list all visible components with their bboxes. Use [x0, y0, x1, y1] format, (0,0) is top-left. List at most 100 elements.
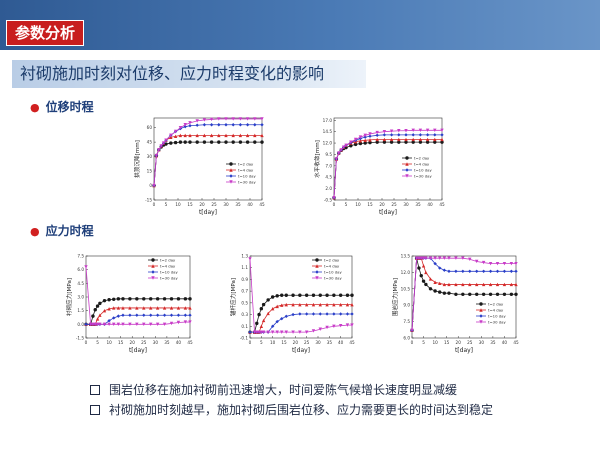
data-point	[162, 313, 167, 317]
data-point	[325, 312, 329, 316]
data-point	[202, 140, 207, 144]
data-point	[368, 132, 372, 136]
data-point	[338, 302, 343, 307]
data-point	[284, 302, 288, 307]
y-tick-label: 17.0	[323, 118, 333, 123]
x-tick-label: 40	[338, 340, 344, 345]
data-point	[291, 302, 295, 307]
data-point	[433, 289, 437, 293]
data-point	[231, 133, 235, 138]
data-point	[188, 133, 192, 138]
data-point	[217, 123, 221, 127]
data-point	[173, 140, 178, 145]
y-tick-label: -15	[145, 198, 152, 203]
data-point	[442, 256, 447, 260]
x-tick-label: 25	[391, 202, 397, 207]
data-point	[318, 312, 322, 316]
data-point	[162, 297, 167, 301]
data-point	[142, 322, 146, 327]
data-point	[389, 129, 394, 133]
data-point	[93, 308, 97, 312]
data-point	[425, 140, 430, 144]
data-point	[252, 330, 257, 334]
data-point	[149, 322, 153, 327]
data-point	[188, 320, 192, 324]
x-tick-label: 0	[153, 202, 156, 207]
data-point	[461, 269, 465, 274]
section-displacement-label: 位移时程	[45, 100, 94, 114]
x-tick-label: 20	[456, 340, 462, 345]
data-point	[255, 321, 259, 326]
bullet-dot-icon: ●	[30, 225, 40, 238]
bullet-dot-icon: ●	[30, 101, 40, 114]
legend-marker	[151, 258, 155, 262]
y-tick-label: 14.5	[323, 129, 333, 134]
x-tick-label: 45	[349, 340, 355, 345]
data-point	[149, 297, 153, 301]
data-point	[438, 266, 442, 270]
data-point	[298, 330, 302, 334]
chart-horizontal-convergence: 0 5 10 15 20 25 30 35 40 45 -0.5 2.0 4.5 7.0 9.5 12.0 14…	[313, 117, 445, 216]
legend-entry: t=4 day	[160, 264, 176, 269]
data-point	[382, 137, 387, 142]
data-point	[488, 269, 493, 274]
data-point	[344, 143, 348, 148]
x-tick-label: 5	[422, 340, 425, 345]
data-point	[161, 141, 166, 145]
data-point	[121, 322, 125, 327]
data-point	[345, 293, 350, 297]
data-point	[382, 133, 387, 137]
data-point	[169, 306, 174, 310]
data-point	[270, 295, 275, 299]
x-tick-label: 0	[85, 340, 88, 345]
legend-marker	[229, 168, 233, 172]
data-point	[169, 135, 173, 139]
data-point	[255, 330, 259, 334]
y-tick-label: 1.1	[241, 265, 248, 270]
data-point	[91, 322, 95, 327]
data-point	[502, 269, 507, 274]
x-tick-label: 10	[106, 340, 112, 345]
data-point	[382, 129, 387, 134]
data-point	[280, 330, 284, 334]
data-point	[461, 292, 465, 296]
x-axis-label: t[day]	[129, 347, 147, 354]
y-tick-label: 0.9	[241, 277, 248, 282]
data-point	[238, 117, 243, 121]
y-tick-label: 1.5	[77, 308, 84, 313]
data-point	[440, 137, 444, 142]
data-point	[298, 293, 302, 297]
data-point	[488, 292, 493, 296]
data-point	[298, 302, 302, 307]
data-point	[442, 282, 447, 287]
data-point	[142, 306, 146, 310]
x-tick-label: 30	[479, 340, 485, 345]
data-point	[433, 137, 437, 142]
x-tick-label: 40	[502, 340, 508, 345]
data-point	[440, 140, 444, 144]
x-axis-label: t[day]	[292, 347, 310, 354]
x-tick-label: 35	[235, 202, 241, 207]
data-point	[514, 269, 518, 274]
series-2	[248, 302, 354, 334]
series-line	[250, 313, 352, 333]
x-tick-label: 10	[175, 202, 181, 207]
data-point	[169, 297, 174, 301]
data-point	[419, 273, 423, 278]
legend-marker	[229, 174, 233, 178]
data-point	[202, 123, 207, 127]
data-point	[248, 257, 252, 261]
series-4	[152, 117, 264, 188]
legend-entry: t=30 day	[160, 276, 178, 281]
y-tick-label: -0.1	[240, 336, 249, 341]
x-tick-label: 25	[211, 202, 217, 207]
data-point	[259, 307, 264, 311]
data-point	[304, 312, 309, 316]
data-point	[209, 123, 214, 127]
data-point	[363, 135, 367, 139]
legend-marker	[405, 168, 409, 172]
data-point	[447, 291, 451, 295]
data-point	[411, 140, 415, 144]
